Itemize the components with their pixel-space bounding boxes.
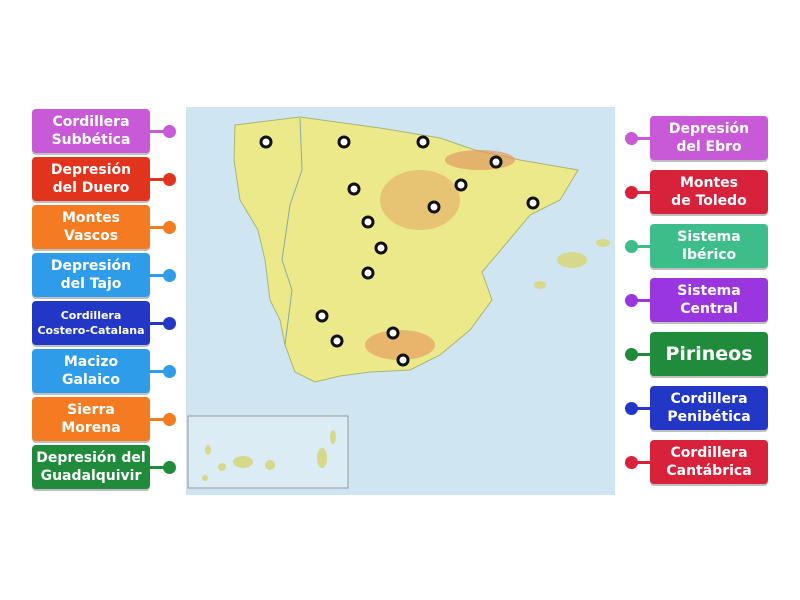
drop-markers[interactable] [259, 135, 540, 367]
relief [365, 330, 435, 360]
label-tile[interactable]: Cordillera Cantábrica [650, 440, 768, 484]
label-tile[interactable]: Sierra Morena [32, 397, 150, 441]
label-text: Galaico [62, 372, 120, 388]
label-text: Costero-Catalana [37, 324, 145, 337]
relief [380, 170, 460, 230]
label-text: Ibérico [681, 247, 737, 263]
pin-dot [163, 125, 176, 138]
pin-line [150, 418, 170, 421]
canarias [202, 430, 336, 481]
pin-line [632, 461, 650, 464]
pin-line [632, 191, 650, 194]
pin-dot [163, 365, 176, 378]
label-text: Depresión [668, 121, 750, 137]
label-tile[interactable]: Cordillera Subbética [32, 109, 150, 153]
relief [445, 150, 515, 170]
label-text: Depresión [50, 162, 132, 178]
label-text: Morena [61, 420, 121, 436]
pin-dot [163, 461, 176, 474]
label-text: Cordillera [670, 391, 748, 407]
label-text: Pirineos [665, 343, 753, 365]
label-tile[interactable]: Cordillera Penibética [650, 386, 768, 430]
label-tile[interactable]: Sistema Central [650, 278, 768, 322]
label-tile[interactable]: Sistema Ibérico [650, 224, 768, 268]
pin-line [632, 353, 650, 356]
pin-line [632, 137, 650, 140]
pin-dot [625, 132, 638, 145]
label-tile[interactable]: Depresión del Ebro [650, 116, 768, 160]
pin-dot [625, 456, 638, 469]
label-text: del Tajo [60, 276, 122, 292]
border [281, 117, 303, 346]
pin-dot [625, 294, 638, 307]
pin-line [150, 466, 170, 469]
label-tile[interactable]: Cordillera Costero-Catalana [32, 301, 150, 345]
pin-dot [163, 413, 176, 426]
label-text: Montes [61, 210, 121, 226]
label-text: Montes [679, 175, 739, 191]
pin-dot [625, 348, 638, 361]
label-tile[interactable]: Pirineos [650, 332, 768, 376]
label-text: Sistema [677, 229, 741, 245]
pin-line [150, 226, 170, 229]
label-text: Cordillera [670, 445, 748, 461]
label-tile[interactable]: Depresión del Tajo [32, 253, 150, 297]
label-text: de Toledo [671, 193, 747, 209]
label-text: Macizo [63, 354, 119, 370]
label-text: Penibética [667, 409, 751, 425]
label-text: Vascos [63, 228, 119, 244]
pin-dot [625, 240, 638, 253]
label-text: Depresión del [36, 450, 146, 466]
label-text: Central [680, 301, 738, 317]
label-tile[interactable]: Depresión del Guadalquivir [32, 445, 150, 489]
label-text: Guadalquivir [40, 468, 142, 484]
label-tile[interactable]: Montes de Toledo [650, 170, 768, 214]
island [557, 252, 587, 268]
pin-dot [163, 269, 176, 282]
pin-line [150, 178, 170, 181]
pin-line [632, 299, 650, 302]
label-tile[interactable]: Montes Vascos [32, 205, 150, 249]
pin-dot [163, 317, 176, 330]
label-text: del Ebro [676, 139, 742, 155]
island [596, 239, 610, 247]
label-text: Depresión [50, 258, 132, 274]
pin-dot [163, 221, 176, 234]
pin-dot [625, 186, 638, 199]
pin-dot [625, 402, 638, 415]
island [534, 281, 546, 289]
label-tile[interactable]: Macizo Galaico [32, 349, 150, 393]
pin-line [150, 130, 170, 133]
label-text: Cordillera [52, 114, 130, 130]
pin-line [150, 322, 170, 325]
label-text: Cantábrica [666, 463, 752, 479]
label-text: Subbética [51, 132, 131, 148]
pin-line [632, 245, 650, 248]
label-text: del Duero [52, 180, 130, 196]
label-tile[interactable]: Depresión del Duero [32, 157, 150, 201]
label-text: Sistema [677, 283, 741, 299]
label-text: Cordillera [60, 309, 122, 322]
pin-line [150, 370, 170, 373]
pin-line [150, 274, 170, 277]
pin-line [632, 407, 650, 410]
pin-dot [163, 173, 176, 186]
label-text: Sierra [67, 402, 115, 418]
